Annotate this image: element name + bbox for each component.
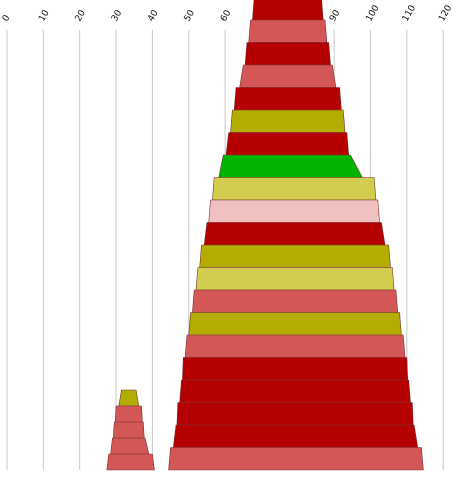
bar-band	[172, 424, 419, 448]
x-tick-label: 10	[37, 8, 52, 23]
large-stack	[168, 0, 424, 471]
bar-band	[113, 421, 145, 439]
small-stack	[106, 389, 155, 471]
bar-band	[244, 42, 331, 66]
bar-band	[176, 402, 414, 426]
bar-band	[110, 437, 150, 455]
bar-band	[248, 19, 328, 43]
bar-band	[192, 289, 399, 313]
bar-band	[114, 405, 143, 423]
x-tick-label: 30	[110, 8, 125, 23]
bar-band	[118, 389, 140, 407]
bar-band	[212, 177, 377, 201]
bar-band	[218, 154, 363, 178]
bar-band	[179, 379, 411, 403]
bar-band	[106, 453, 155, 471]
bar-band	[239, 64, 337, 88]
bar-band	[203, 222, 386, 246]
x-tick-label: 120	[437, 3, 452, 23]
x-tick-labels: 0102030405060708090100110120	[1, 3, 452, 23]
x-tick-label: 0	[1, 13, 13, 23]
bar-band	[188, 312, 402, 336]
x-tick-label: 60	[219, 8, 234, 23]
bar-band	[184, 334, 406, 358]
bar-band	[233, 87, 342, 111]
x-tick-label: 50	[183, 8, 198, 23]
bar-band	[252, 0, 324, 21]
bar-band	[195, 267, 395, 291]
x-tick-label: 40	[146, 8, 161, 23]
bar-band	[168, 447, 424, 471]
x-tick-label: 110	[401, 3, 418, 23]
x-tick-label: 100	[364, 3, 381, 23]
bar-band	[199, 244, 391, 268]
bar-band	[208, 199, 380, 223]
bar-band	[230, 109, 346, 133]
bar-band	[182, 357, 409, 381]
bar-band	[225, 132, 350, 156]
x-tick-label: 90	[328, 8, 343, 23]
plot-area	[106, 0, 424, 471]
x-tick-label: 20	[74, 8, 89, 23]
